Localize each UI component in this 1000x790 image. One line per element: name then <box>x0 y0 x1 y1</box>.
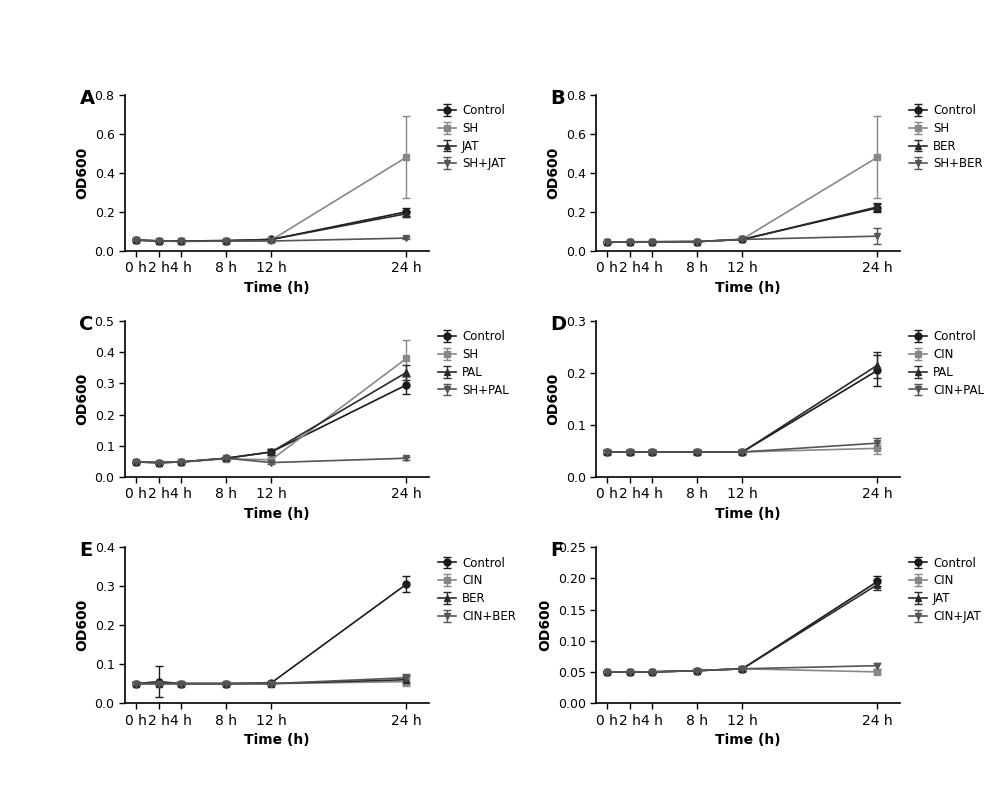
X-axis label: Time (h): Time (h) <box>715 280 781 295</box>
Y-axis label: OD600: OD600 <box>75 373 89 425</box>
Y-axis label: OD600: OD600 <box>75 599 89 651</box>
Text: E: E <box>79 541 93 560</box>
X-axis label: Time (h): Time (h) <box>244 507 310 521</box>
X-axis label: Time (h): Time (h) <box>244 733 310 747</box>
Y-axis label: OD600: OD600 <box>546 373 560 425</box>
Legend: Control, CIN, BER, CIN+BER: Control, CIN, BER, CIN+BER <box>435 553 519 626</box>
X-axis label: Time (h): Time (h) <box>715 507 781 521</box>
Legend: Control, SH, BER, SH+BER: Control, SH, BER, SH+BER <box>906 100 986 174</box>
Y-axis label: OD600: OD600 <box>538 599 552 651</box>
Legend: Control, CIN, PAL, CIN+PAL: Control, CIN, PAL, CIN+PAL <box>906 327 988 400</box>
Legend: Control, CIN, JAT, CIN+JAT: Control, CIN, JAT, CIN+JAT <box>906 553 984 626</box>
Legend: Control, SH, JAT, SH+JAT: Control, SH, JAT, SH+JAT <box>435 100 509 174</box>
Text: F: F <box>550 541 564 560</box>
Text: C: C <box>79 314 94 333</box>
Text: A: A <box>79 88 95 107</box>
Text: D: D <box>550 314 567 333</box>
X-axis label: Time (h): Time (h) <box>715 733 781 747</box>
Text: B: B <box>550 88 565 107</box>
Legend: Control, SH, PAL, SH+PAL: Control, SH, PAL, SH+PAL <box>435 327 512 400</box>
Y-axis label: OD600: OD600 <box>546 147 560 199</box>
Y-axis label: OD600: OD600 <box>75 147 89 199</box>
X-axis label: Time (h): Time (h) <box>244 280 310 295</box>
